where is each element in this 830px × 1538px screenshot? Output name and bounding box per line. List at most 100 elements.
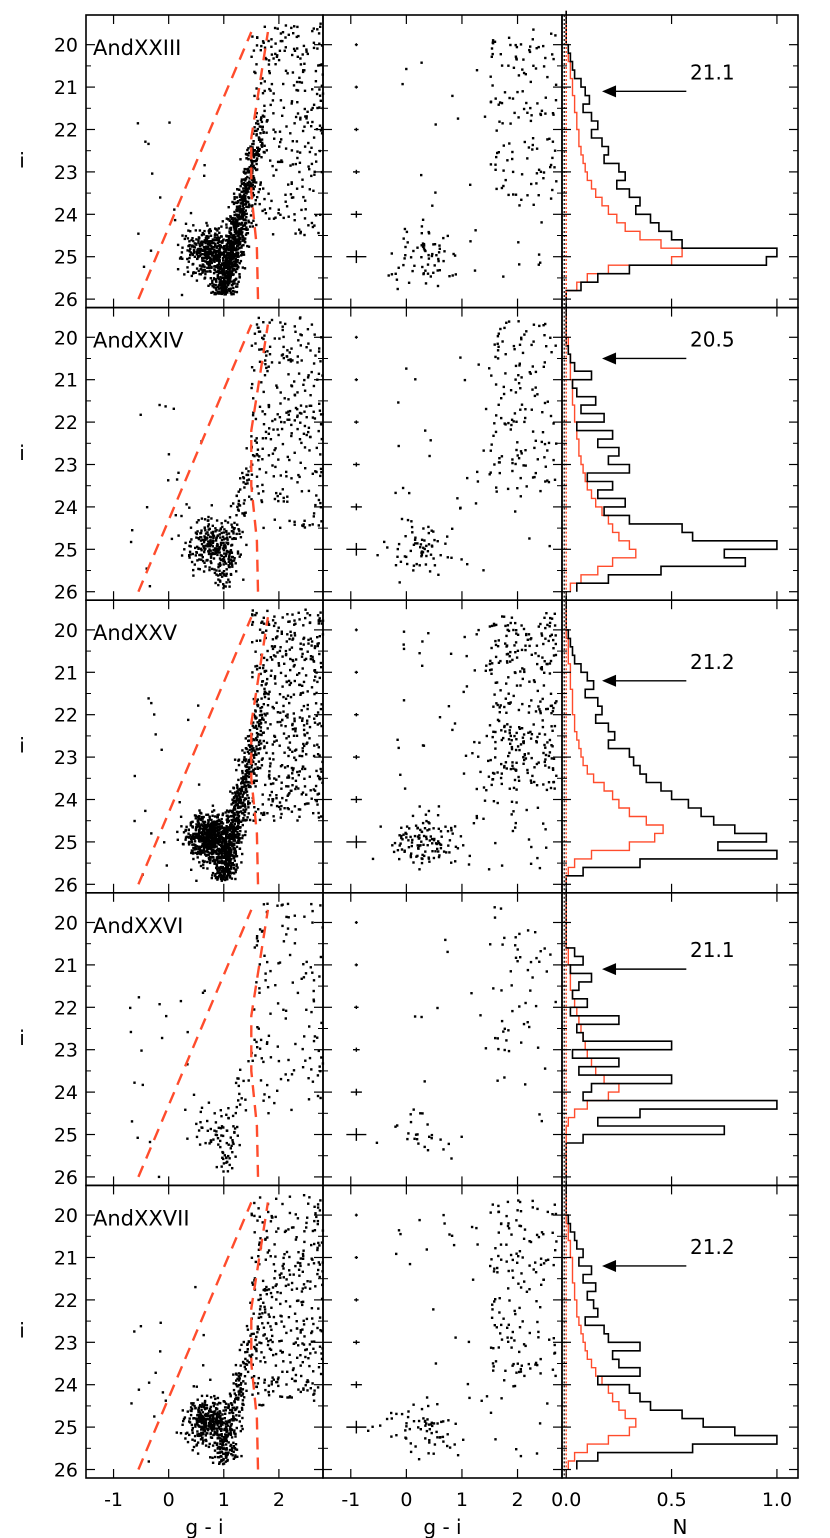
ref-star [415,855,418,858]
cmd-star [224,519,227,523]
cmd-star [203,252,207,256]
cmd-star [248,495,251,498]
cmd-star [314,80,318,83]
cmd-star [266,812,269,815]
cmd-star [209,556,213,559]
cmd-star [216,238,219,242]
cmd-star [258,202,261,206]
cmd-star [230,523,233,526]
ref-star [492,800,496,803]
ref-star [525,808,528,812]
cmd-star [302,44,306,48]
cmd-star [287,754,290,758]
ref-star [466,476,469,480]
cmd-star [290,26,293,30]
cmd-star [235,768,238,772]
cmd-star [279,808,282,811]
cmd-star [262,703,265,706]
cmd-star [294,730,297,733]
cmd-star [233,221,237,224]
cmd-star [241,852,244,856]
cmd-star [193,814,197,817]
cmd-star [271,452,275,455]
cmd-star [214,874,217,877]
cmd-star [239,826,242,829]
cmd-star [288,741,292,744]
cmd-star [273,734,276,738]
ref-star [528,644,531,648]
cmd-star [265,366,268,370]
cmd-star [260,742,263,745]
cmd-star [211,541,215,545]
cmd-star [235,841,238,844]
ref-star [506,159,509,162]
cmd-star [238,262,241,265]
cmd-star [228,257,231,260]
cmd-star [228,861,231,864]
cmd-star [246,794,249,797]
ref-star [412,861,415,864]
cmd-star [281,616,284,619]
ref-star [427,230,430,234]
cmd-star [225,836,228,839]
ref-star [492,40,495,43]
cmd-star [232,838,235,841]
cmd-star [271,798,274,801]
cmd-star [212,825,215,829]
cmd-star [316,753,320,756]
cmd-star [316,680,319,684]
cmd-star [291,772,294,775]
ref-star [464,754,468,757]
cmd-star [229,259,232,263]
cmd-star [234,801,237,804]
cmd-star [228,832,232,836]
cmd-star [253,772,256,775]
cmd-star [268,217,271,220]
cmd-star [255,87,258,90]
cmd-star [242,578,245,581]
cmd-star [272,92,275,95]
ref-star [519,387,522,390]
ref-star [523,140,526,144]
ref-star [539,700,542,703]
ref-star [537,194,540,197]
cmd-star [308,621,312,624]
ref-star [514,462,517,466]
ref-star [554,634,557,637]
cmd-star [246,190,249,193]
cmd-star [286,349,289,352]
cmd-star [266,677,269,681]
cmd-star [184,541,187,545]
cmd-star [306,703,309,707]
cmd-star [206,847,209,850]
ref-star [521,667,524,670]
cmd-star [211,545,214,548]
cmd-star [196,852,199,856]
ref-star [552,654,556,657]
cmd-star [243,810,247,814]
cmd-star [290,100,294,103]
cmd-star [240,223,243,226]
cmd-star [214,265,218,268]
cmd-star [220,240,223,243]
cmd-star [320,132,324,135]
cmd-star [236,505,239,508]
ref-star [399,773,402,776]
cmd-star [222,253,226,257]
cmd-star [238,208,241,212]
cmd-star [316,636,319,639]
cmd-star [219,865,223,869]
ref-star [498,471,501,475]
cmd-star [267,775,271,778]
cmd-star [227,1143,230,1146]
cmd-star [301,765,305,768]
ref-star [537,253,541,256]
cmd-star [235,219,238,222]
cmd-star [279,213,282,216]
ref-star [420,555,423,558]
cmd-star [251,151,254,155]
cmd-star [231,234,235,237]
cmd-star [193,563,196,566]
cmd-star [263,208,266,211]
ref-star [517,708,521,712]
